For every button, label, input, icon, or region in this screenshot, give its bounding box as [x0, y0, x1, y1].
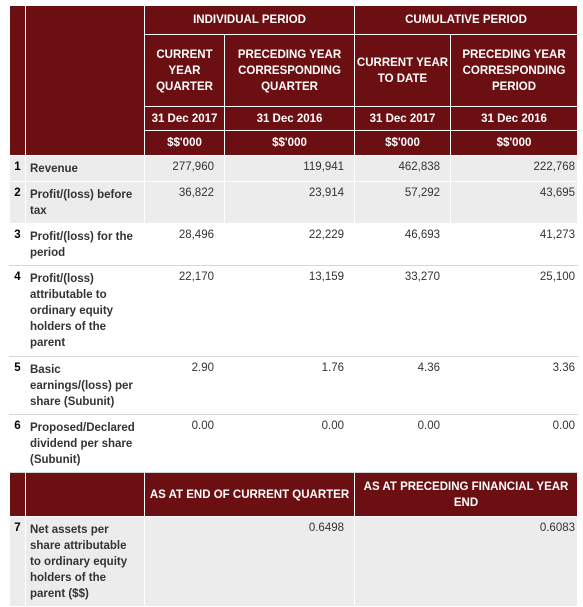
table-row: 7 Net assets per share attributable to o…: [9, 516, 579, 607]
row-value: 57,292: [354, 181, 452, 224]
row-value: 3.36: [450, 356, 579, 415]
col2-date: 31 Dec 2016: [223, 106, 356, 131]
row-value: 462,838: [354, 155, 452, 182]
row-value: 222,768: [450, 155, 579, 182]
col4-date: 31 Dec 2016: [450, 106, 579, 131]
row-value: 22,170: [144, 265, 225, 357]
row-number: 5: [9, 356, 26, 415]
net-assets-preceding-value: 0.6083: [354, 516, 579, 607]
cumulative-period-heading: CUMULATIVE PERIOD: [354, 5, 579, 35]
row-number: 4: [9, 265, 26, 357]
row-value: 0.00: [144, 414, 225, 473]
row-label: Net assets per share attributable to ord…: [25, 516, 145, 607]
row-value: 0.00: [223, 414, 356, 473]
row-value: 41,273: [450, 223, 579, 266]
table-row: 6 Proposed/Declared dividend per share (…: [9, 414, 579, 473]
individual-period-heading: INDIVIDUAL PERIOD: [143, 5, 356, 35]
row-value: 43,695: [450, 181, 579, 224]
lower-header-blank-num: [9, 472, 26, 517]
row-value: 0.00: [450, 414, 579, 473]
col2-unit: $$'000: [223, 130, 356, 156]
row-value: 4.36: [354, 356, 452, 415]
row-value: 0.00: [354, 414, 452, 473]
row-value: 1.76: [223, 356, 356, 415]
lower-header-blank-label: [25, 472, 145, 517]
net-assets-current-value: 0.6498: [143, 516, 356, 607]
col1-date: 31 Dec 2017: [144, 106, 225, 131]
col3-date: 31 Dec 2017: [354, 106, 452, 131]
row-value: 33,270: [354, 265, 452, 357]
row-label: Profit/(loss) for the period: [25, 223, 145, 266]
table-row: 3 Profit/(loss) for the period 28,496 22…: [9, 223, 579, 266]
row-number: 1: [9, 155, 26, 182]
row-value: 277,960: [144, 155, 225, 182]
as-at-preceding-year-end-heading: AS AT PRECEDING FINANCIAL YEAR END: [354, 472, 579, 517]
table-row: 2 Profit/(loss) before tax 36,822 23,914…: [9, 181, 579, 224]
row-label: Profit/(loss) attributable to ordinary e…: [25, 265, 145, 357]
row-label: Proposed/Declared dividend per share (Su…: [25, 414, 145, 473]
row-label: Revenue: [25, 155, 145, 182]
row-number: 6: [9, 414, 26, 473]
col-preceding-year-period-title: PRECEDING YEAR CORRESPONDING PERIOD: [450, 34, 579, 107]
row-value: 28,496: [144, 223, 225, 266]
row-value: 46,693: [354, 223, 452, 266]
table-row: 5 Basic earnings/(loss) per share (Subun…: [9, 356, 579, 415]
row-value: 119,941: [223, 155, 356, 182]
row-value: 22,229: [223, 223, 356, 266]
col-current-year-quarter-title: CURRENT YEAR QUARTER: [144, 34, 225, 107]
table-row: 4 Profit/(loss) attributable to ordinary…: [9, 265, 579, 357]
col1-unit: $$'000: [144, 130, 225, 156]
col4-unit: $$'000: [450, 130, 579, 156]
row-value: 13,159: [223, 265, 356, 357]
row-value: 25,100: [450, 265, 579, 357]
as-at-end-current-quarter-heading: AS AT END OF CURRENT QUARTER: [143, 472, 356, 517]
row-number: 2: [9, 181, 26, 224]
row-number: 3: [9, 223, 26, 266]
col3-unit: $$'000: [354, 130, 452, 156]
row-label: Basic earnings/(loss) per share (Subunit…: [25, 356, 145, 415]
row-number: 7: [9, 516, 26, 607]
row-label: Profit/(loss) before tax: [25, 181, 145, 224]
financial-results-table: INDIVIDUAL PERIOD CUMULATIVE PERIOD CURR…: [9, 5, 579, 607]
row-value: 36,822: [144, 181, 225, 224]
col-preceding-year-quarter-title: PRECEDING YEAR CORRESPONDING QUARTER: [223, 34, 356, 107]
header-blank-label: [25, 5, 145, 156]
header-blank-num: [9, 5, 26, 156]
table-row: 1 Revenue 277,960 119,941 462,838 222,76…: [9, 155, 579, 182]
row-value: 23,914: [223, 181, 356, 224]
col-current-year-to-date-title: CURRENT YEAR TO DATE: [354, 34, 452, 107]
row-value: 2.90: [144, 356, 225, 415]
